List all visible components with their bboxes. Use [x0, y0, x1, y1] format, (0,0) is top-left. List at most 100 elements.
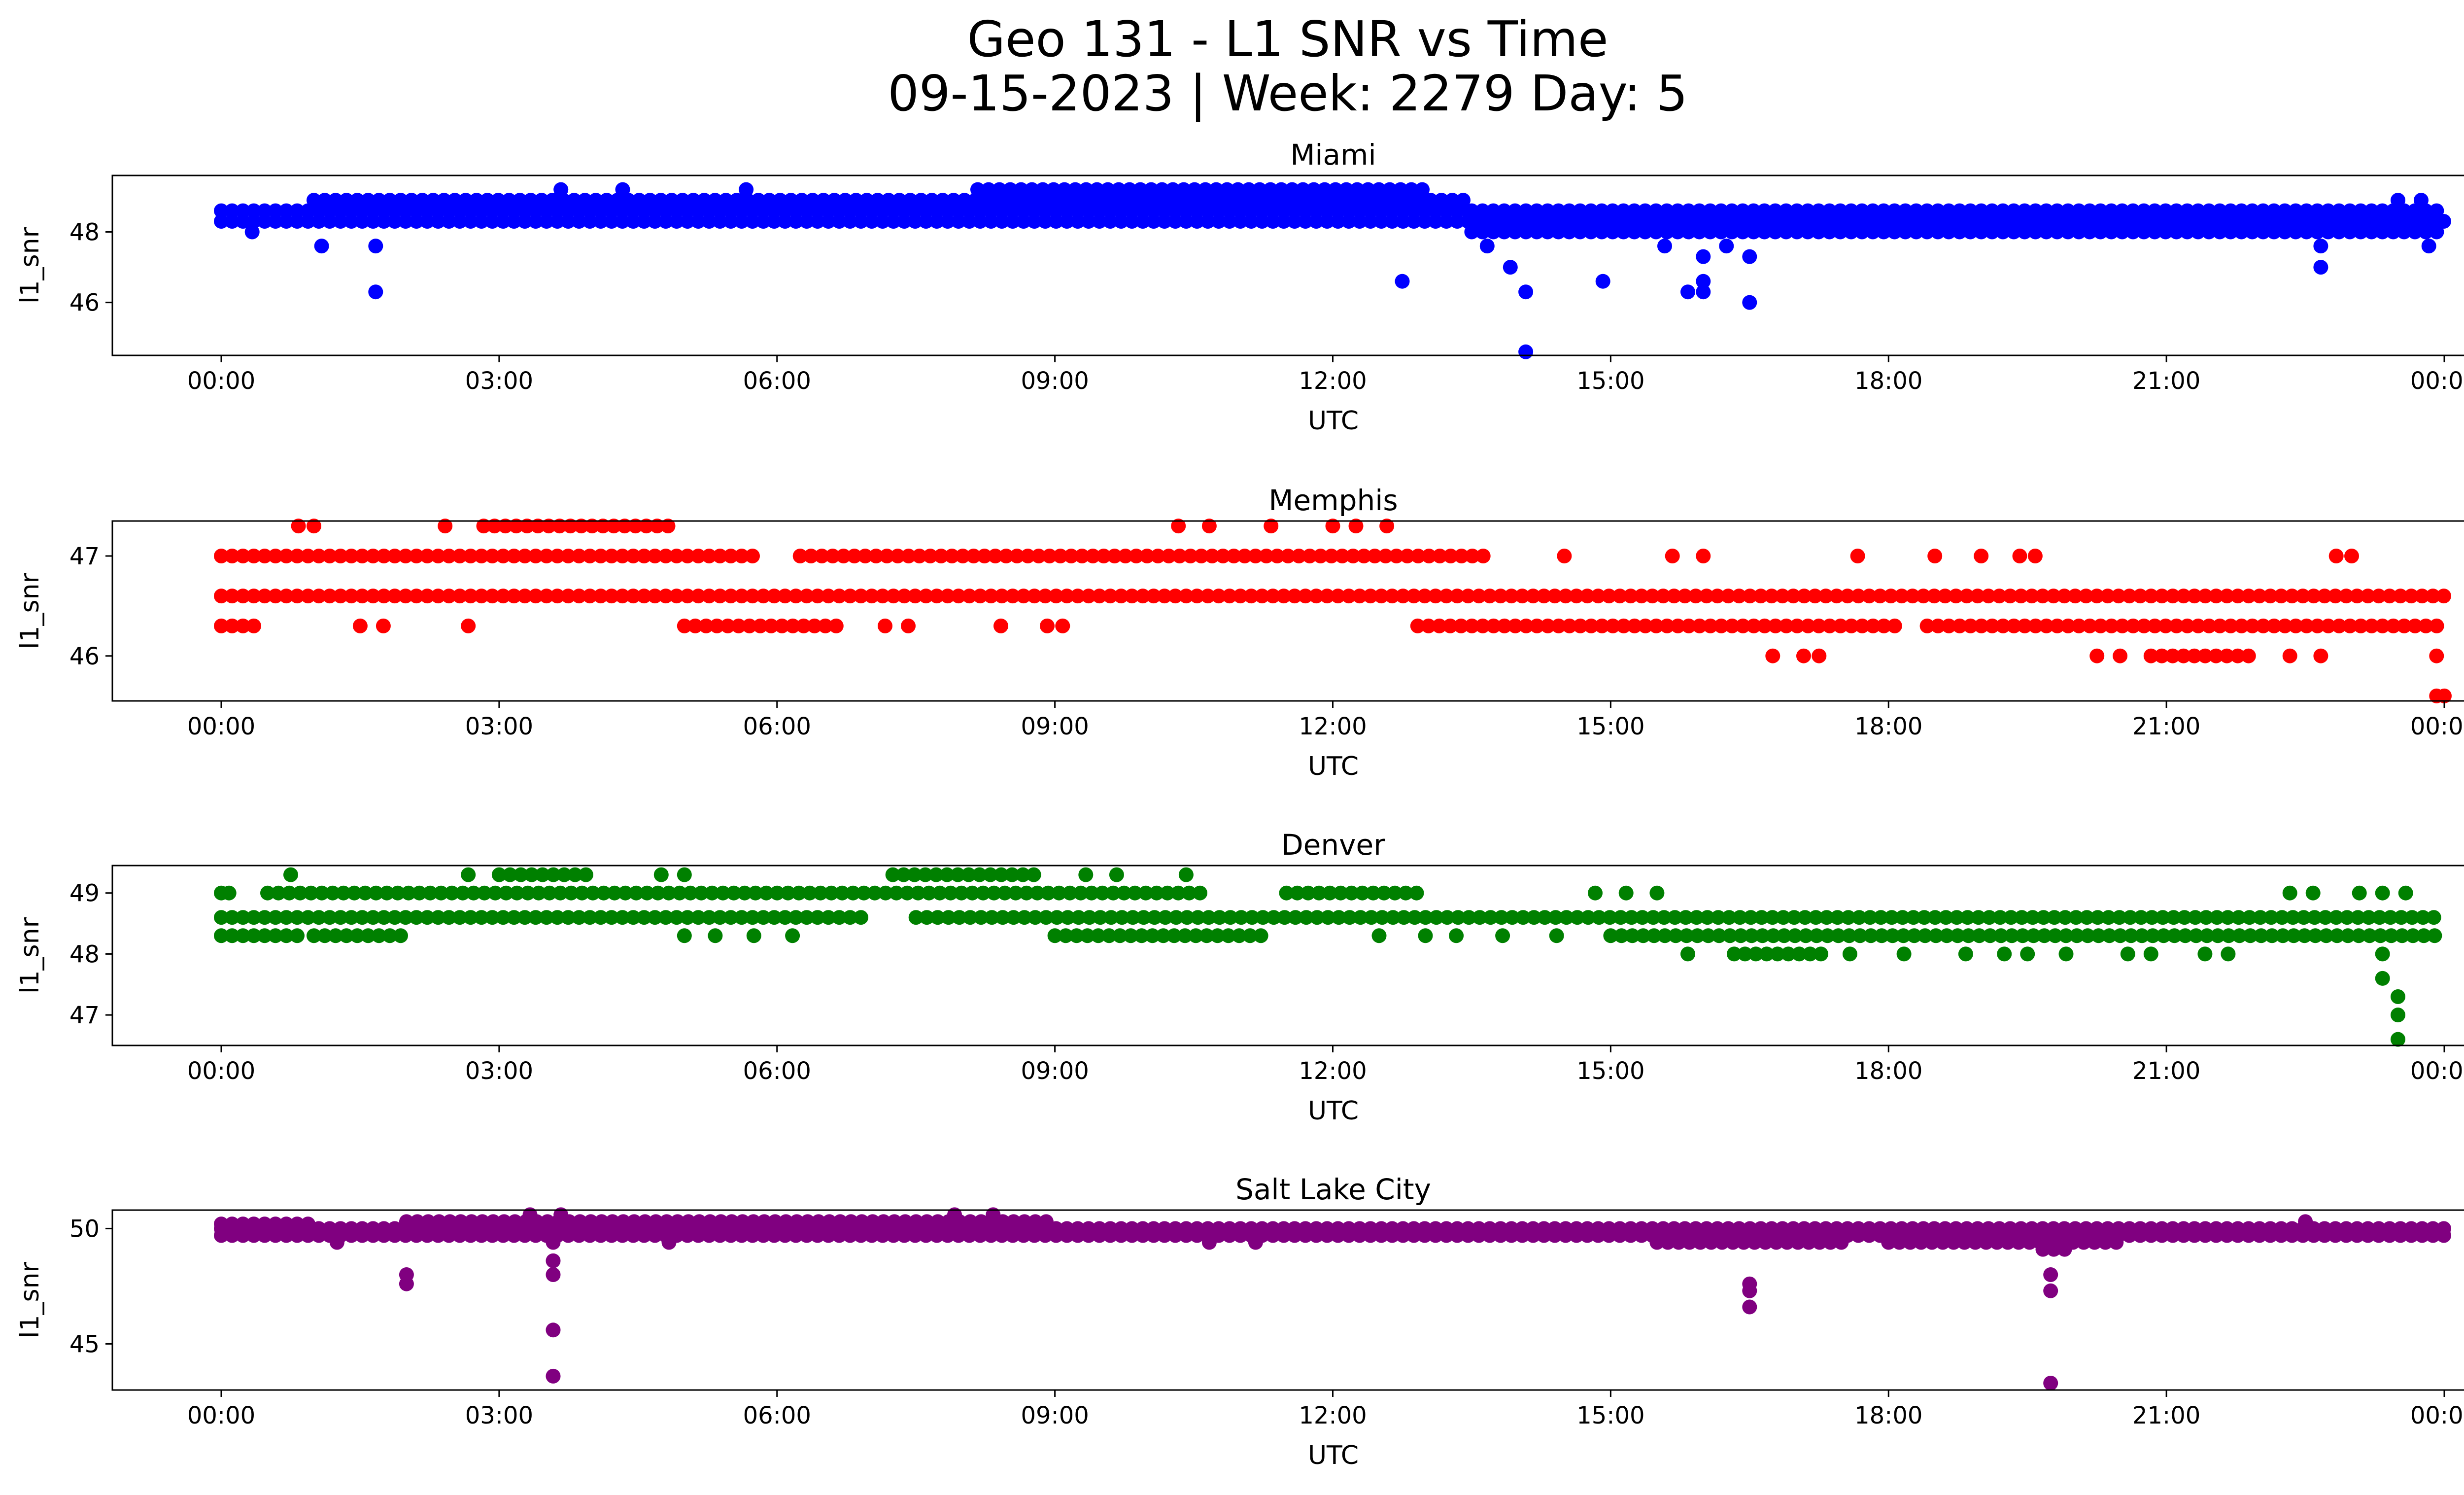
data-point [1111, 182, 1126, 197]
data-point [615, 182, 630, 197]
data-point [962, 910, 978, 925]
data-point [1298, 214, 1313, 229]
data-point [236, 618, 250, 633]
data-point [1073, 885, 1088, 901]
data-point [1387, 885, 1403, 901]
data-point [1671, 1235, 1686, 1250]
data-point [1602, 910, 1617, 925]
data-point [588, 193, 603, 208]
data-point [2321, 224, 2336, 240]
data-point [2353, 224, 2368, 240]
data-point [1068, 182, 1083, 197]
data-point [1157, 589, 1172, 604]
data-point [1863, 928, 1879, 943]
data-point [1135, 589, 1150, 604]
data-point [2155, 910, 2170, 925]
data-point [1396, 1221, 1410, 1236]
data-point [1939, 928, 1954, 943]
data-point [691, 214, 706, 229]
data-point [617, 519, 632, 534]
data-point [903, 193, 918, 208]
data-point [1320, 214, 1335, 229]
data-point [268, 589, 283, 604]
data-point [1464, 203, 1479, 218]
data-point [932, 885, 947, 901]
data-point [677, 867, 692, 882]
data-point [628, 519, 643, 534]
data-point [2394, 910, 2409, 925]
data-point [496, 1214, 512, 1229]
data-point [1201, 519, 1217, 534]
data-point [1690, 928, 1705, 943]
data-point [2115, 224, 2130, 240]
data-point [1038, 589, 1053, 604]
data-point [1374, 910, 1390, 925]
data-point [2136, 224, 2152, 240]
data-point [1670, 618, 1685, 633]
data-point [955, 549, 970, 563]
data-point [311, 549, 326, 563]
data-point [1428, 589, 1443, 604]
data-point [1764, 1221, 1779, 1236]
data-point [476, 519, 491, 534]
data-point [550, 589, 565, 604]
data-point [2071, 203, 2087, 218]
x-axis-label: UTC [1308, 1096, 1359, 1126]
data-point [648, 549, 662, 563]
data-point [1269, 549, 1285, 563]
data-point [1765, 648, 1780, 663]
data-point [582, 214, 597, 229]
data-point [1255, 910, 1270, 925]
data-point [957, 193, 972, 208]
data-point [1703, 203, 1718, 218]
data-point [762, 193, 777, 208]
data-point [1378, 549, 1393, 563]
data-point [950, 867, 965, 882]
data-point [1176, 182, 1191, 197]
data-point [2350, 589, 2364, 604]
data-point [1106, 885, 1121, 901]
data-point [517, 549, 532, 563]
data-point [333, 1221, 348, 1236]
data-point [941, 910, 956, 925]
data-point [2079, 1221, 2093, 1236]
data-point [1540, 203, 1555, 218]
data-point [1472, 910, 1487, 925]
data-point [2277, 224, 2293, 240]
data-point [2220, 589, 2234, 604]
data-point [1985, 618, 2000, 633]
data-point [1983, 928, 1998, 943]
data-point [1248, 1235, 1263, 1250]
data-point [745, 910, 760, 925]
data-point [2328, 589, 2343, 604]
data-point [214, 549, 229, 563]
data-point [398, 589, 413, 604]
data-point [1005, 589, 1020, 604]
data-point [1085, 549, 1100, 563]
data-point [843, 910, 857, 925]
data-point [1580, 589, 1595, 604]
data-point [2144, 1221, 2158, 1236]
data-point [499, 885, 513, 901]
data-point [1833, 203, 1848, 218]
data-point [2277, 203, 2293, 218]
data-point [1703, 224, 1718, 240]
data-point [1682, 1235, 1697, 1250]
data-point [2353, 618, 2368, 633]
data-point [2109, 1235, 2124, 1250]
data-point [734, 589, 749, 604]
data-point [1299, 910, 1314, 925]
data-point [1290, 885, 1305, 901]
data-point [2230, 648, 2245, 663]
data-point [922, 885, 936, 901]
data-point [376, 589, 391, 604]
data-point [1080, 928, 1095, 943]
data-point [290, 549, 305, 563]
data-point [2263, 589, 2278, 604]
data-point [2017, 618, 2032, 633]
data-point [2028, 203, 2043, 218]
data-point [1764, 589, 1779, 604]
data-point [517, 589, 532, 604]
data-point [2006, 618, 2021, 633]
data-point [2339, 589, 2354, 604]
